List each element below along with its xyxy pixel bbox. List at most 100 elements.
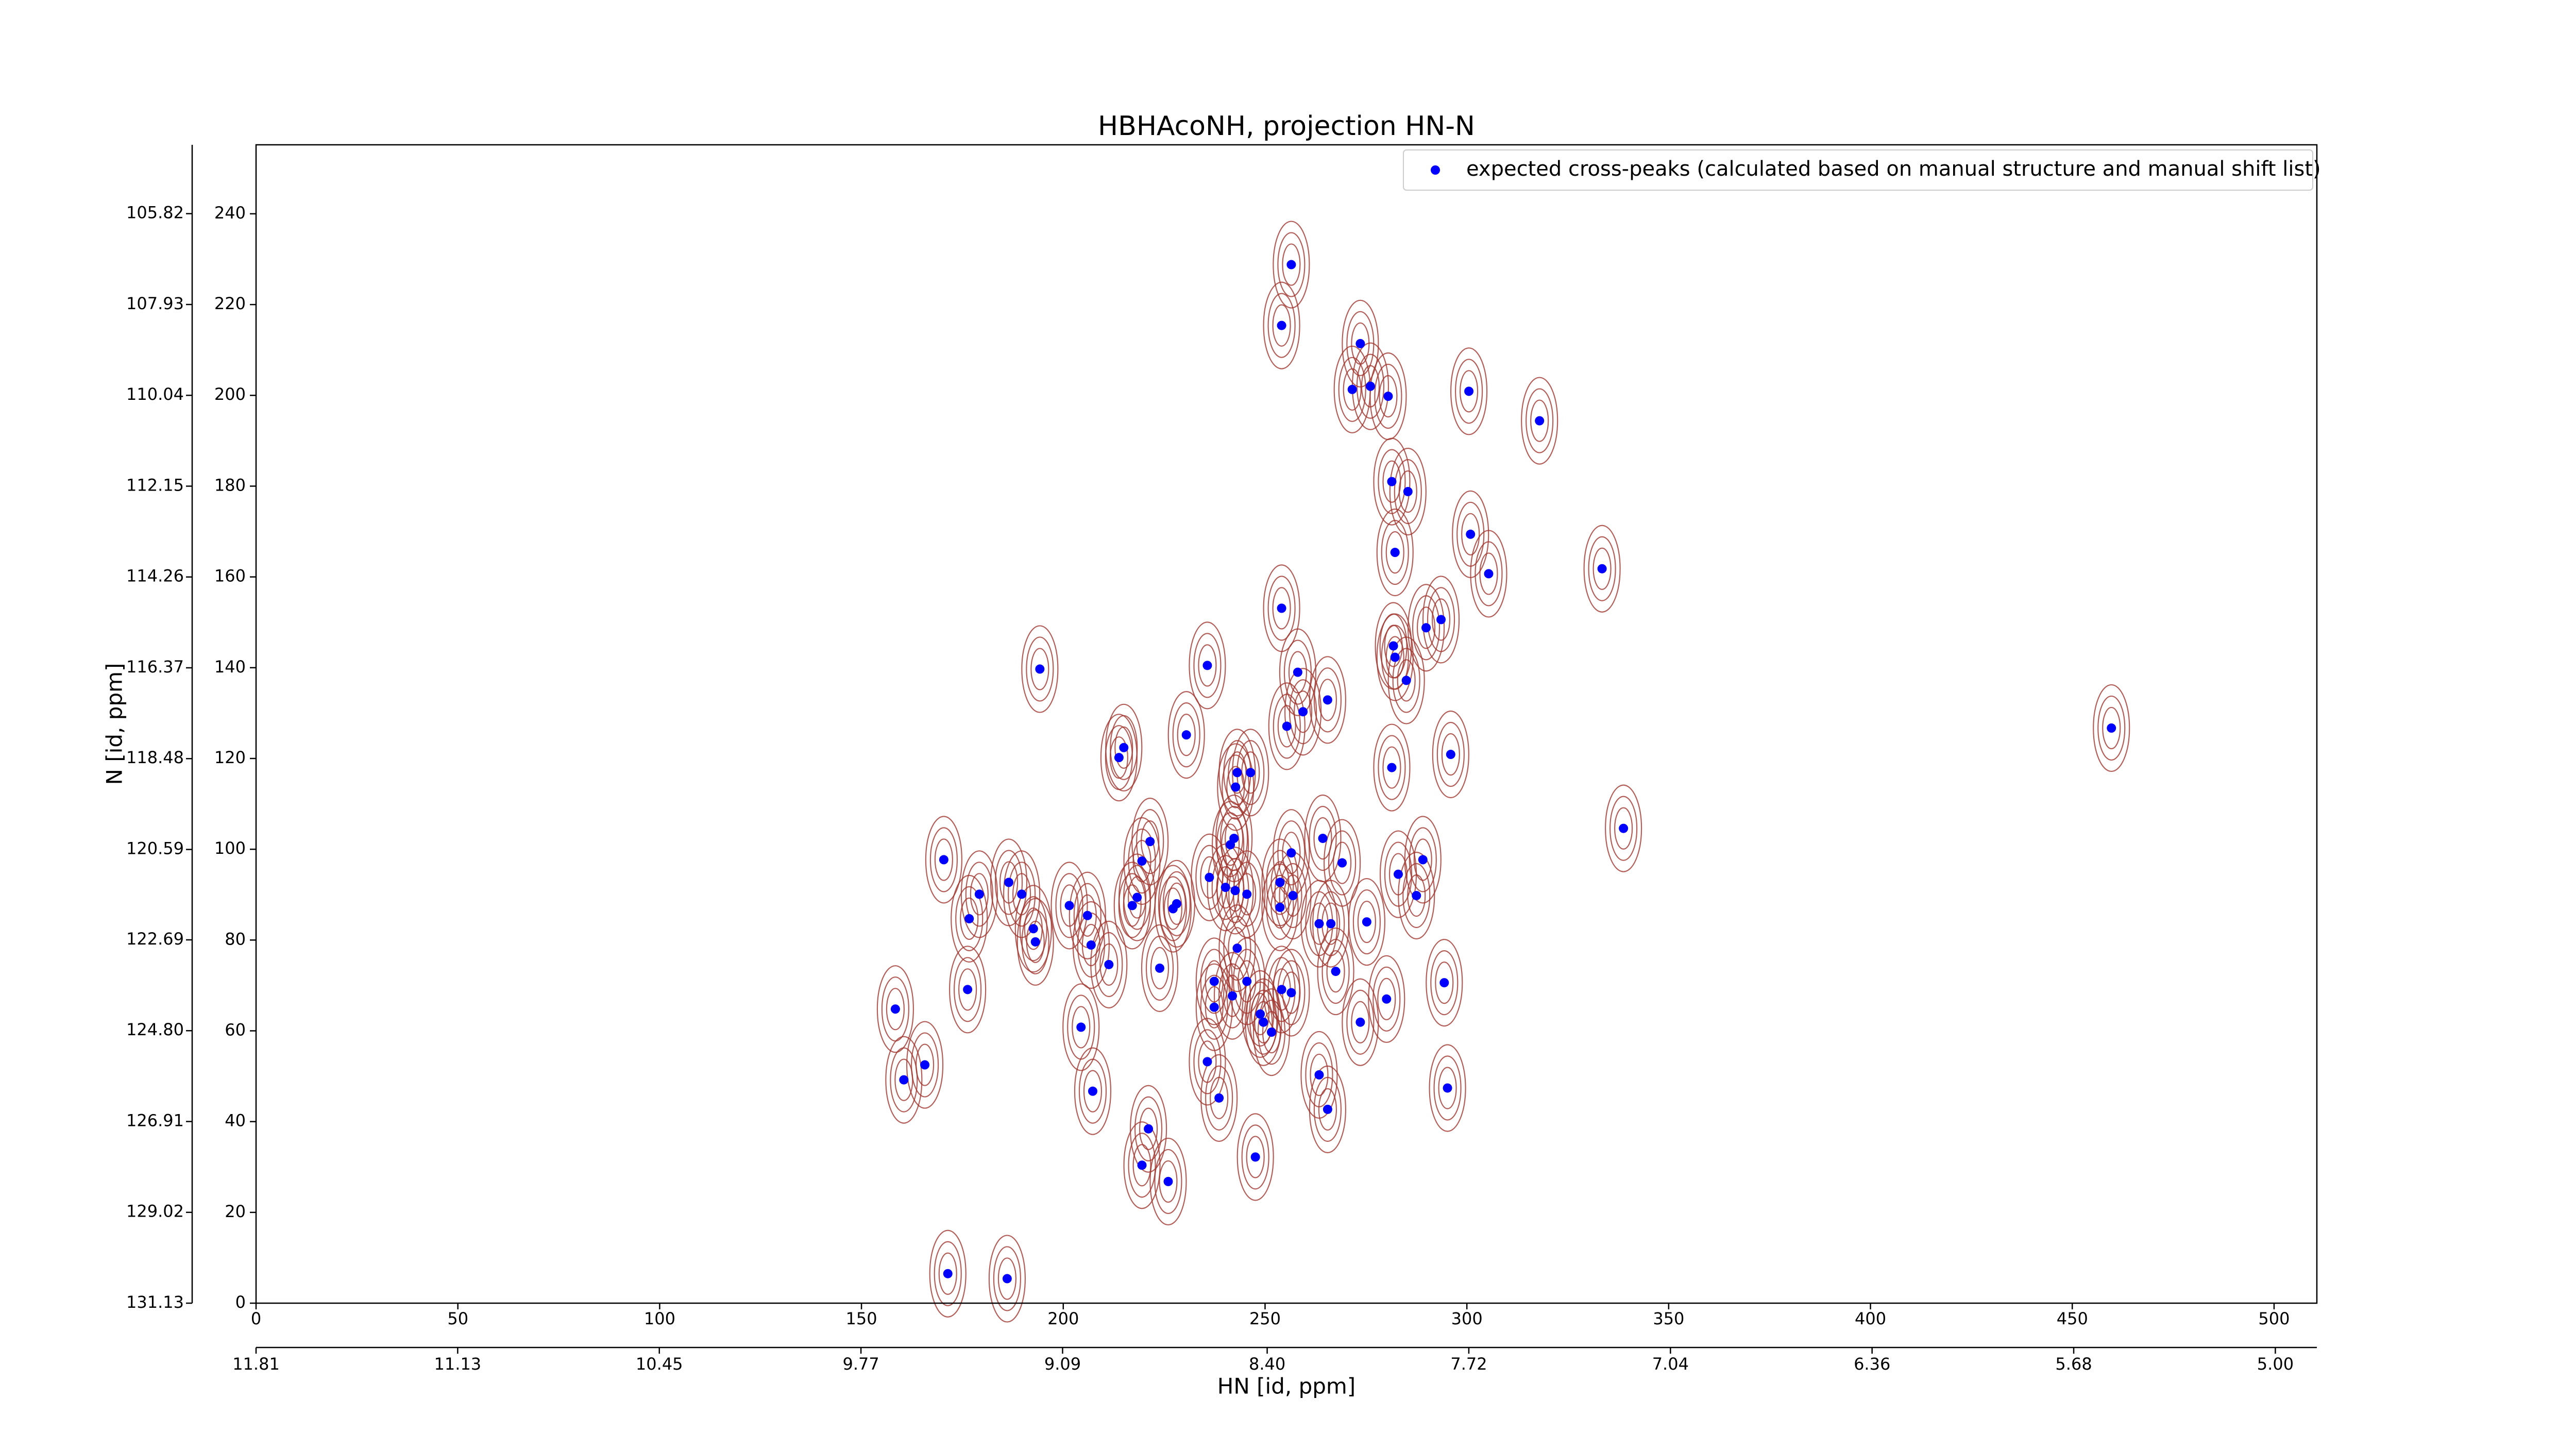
cross-peak-marker [1288, 890, 1298, 900]
peak-contour [1348, 878, 1385, 966]
peak-contour [1007, 862, 1036, 927]
peak-contour [938, 1252, 957, 1295]
y2-tick-label: 110.04 [126, 384, 184, 404]
cross-peak-marker [1401, 676, 1411, 685]
peak-contour [1351, 1001, 1370, 1043]
x-tick-label: 0 [251, 1309, 261, 1328]
peak-contour [1398, 851, 1435, 940]
peak-contour [1397, 659, 1416, 702]
peak-contour [1450, 347, 1488, 435]
x2-tick-label: 9.77 [842, 1354, 879, 1374]
legend: expected cross-peaks (calculated based o… [1403, 149, 2321, 191]
peak-contour [1431, 598, 1451, 641]
peak-contour [1326, 950, 1345, 993]
y2-tick-label: 105.82 [126, 203, 184, 223]
cross-peak-marker [1318, 833, 1328, 843]
peak-contour [1300, 880, 1338, 968]
cross-peak-marker [1421, 623, 1431, 633]
peak-contour [1583, 525, 1621, 613]
cross-peak-marker [1127, 901, 1137, 911]
peak-contour [1200, 949, 1228, 1014]
cross-peak-marker [920, 1060, 930, 1070]
peak-contour [1016, 898, 1054, 986]
cross-peak-marker [1275, 878, 1285, 887]
cross-peak-marker [1209, 1002, 1219, 1012]
peak-contour [1429, 1044, 1466, 1132]
x2-tick-label: 5.68 [2055, 1354, 2092, 1374]
peak-contour [1356, 353, 1385, 419]
peak-contour [934, 1241, 962, 1306]
peak-contour [1273, 694, 1301, 759]
x-axis-label: HN [id, ppm] [1217, 1374, 1355, 1399]
peak-contour [1177, 714, 1196, 756]
cross-peak-marker [1137, 856, 1147, 866]
cross-peak-marker [1383, 392, 1393, 401]
peak-contour [1521, 377, 1558, 465]
cross-peak-marker [1064, 901, 1074, 911]
peak-contour [894, 1058, 913, 1101]
peak-contour [1313, 817, 1332, 860]
peak-contour [1266, 874, 1294, 940]
peak-contour [1246, 981, 1275, 1047]
peak-contour [1279, 863, 1307, 929]
cross-peak-marker [1382, 994, 1392, 1004]
peak-contour [1150, 947, 1170, 990]
peak-contour [1470, 530, 1507, 618]
y-tick-label: 220 [214, 294, 246, 313]
peak-contour [1154, 865, 1192, 953]
peak-contour [1376, 508, 1414, 597]
peak-contour [1273, 221, 1310, 309]
peak-contour [1100, 714, 1138, 802]
peak-contour [1309, 1065, 1347, 1153]
peak-contour [1433, 1055, 1462, 1121]
peak-contour [1277, 820, 1306, 886]
peak-contour [1074, 1047, 1112, 1135]
peak-contour [1475, 541, 1503, 606]
peak-contour [2093, 684, 2130, 772]
cross-peak-marker [1347, 384, 1357, 394]
peak-contour [910, 1032, 939, 1098]
peak-contour [1277, 705, 1296, 748]
y2-tick-label: 118.48 [126, 748, 184, 767]
peak-contour [1129, 1085, 1167, 1173]
cross-peak-marker [1114, 753, 1124, 763]
cross-peak-marker [1286, 260, 1296, 269]
peak-contour [1134, 1096, 1163, 1161]
peak-contour [929, 1229, 967, 1318]
peak-contour [1218, 729, 1256, 817]
cross-peak-marker [1619, 823, 1629, 833]
cross-peak-marker [1443, 1083, 1452, 1093]
peak-contour [1216, 847, 1254, 935]
y-tick-label: 20 [225, 1202, 246, 1221]
peak-contour [1373, 437, 1411, 526]
peak-contour [1123, 884, 1142, 927]
peak-contour [1072, 901, 1110, 989]
x2-tick-label: 10.45 [636, 1354, 683, 1374]
y-tick-label: 200 [214, 384, 246, 404]
cross-peak-marker [1275, 902, 1285, 912]
cross-peak-marker [1314, 1070, 1324, 1080]
cross-peak-marker [1205, 872, 1214, 882]
cross-peak-marker [1002, 1274, 1012, 1284]
cross-peak-marker [1355, 1017, 1365, 1027]
cross-peak-marker [1436, 615, 1446, 625]
cross-peak-marker [1144, 1124, 1154, 1134]
x2-tick-label: 11.81 [232, 1354, 280, 1374]
x-tick-label: 200 [1047, 1309, 1079, 1328]
peak-contour [1198, 644, 1217, 687]
cross-peak-marker [1256, 1009, 1265, 1019]
peak-contour [1136, 809, 1164, 874]
cross-peak-marker [1086, 940, 1096, 950]
peak-contour [1267, 293, 1296, 358]
peak-contour [1062, 983, 1100, 1071]
cross-peak-marker [1388, 641, 1398, 651]
peak-contour [997, 1257, 1016, 1300]
peak-contour [1409, 827, 1437, 892]
peak-contour [1159, 1160, 1178, 1203]
x2-tick-label: 9.09 [1044, 1354, 1081, 1374]
peak-contour [1261, 863, 1299, 951]
x-tick-label: 150 [846, 1309, 877, 1328]
peak-contour [1376, 613, 1414, 701]
cross-peak-marker [1242, 889, 1252, 899]
